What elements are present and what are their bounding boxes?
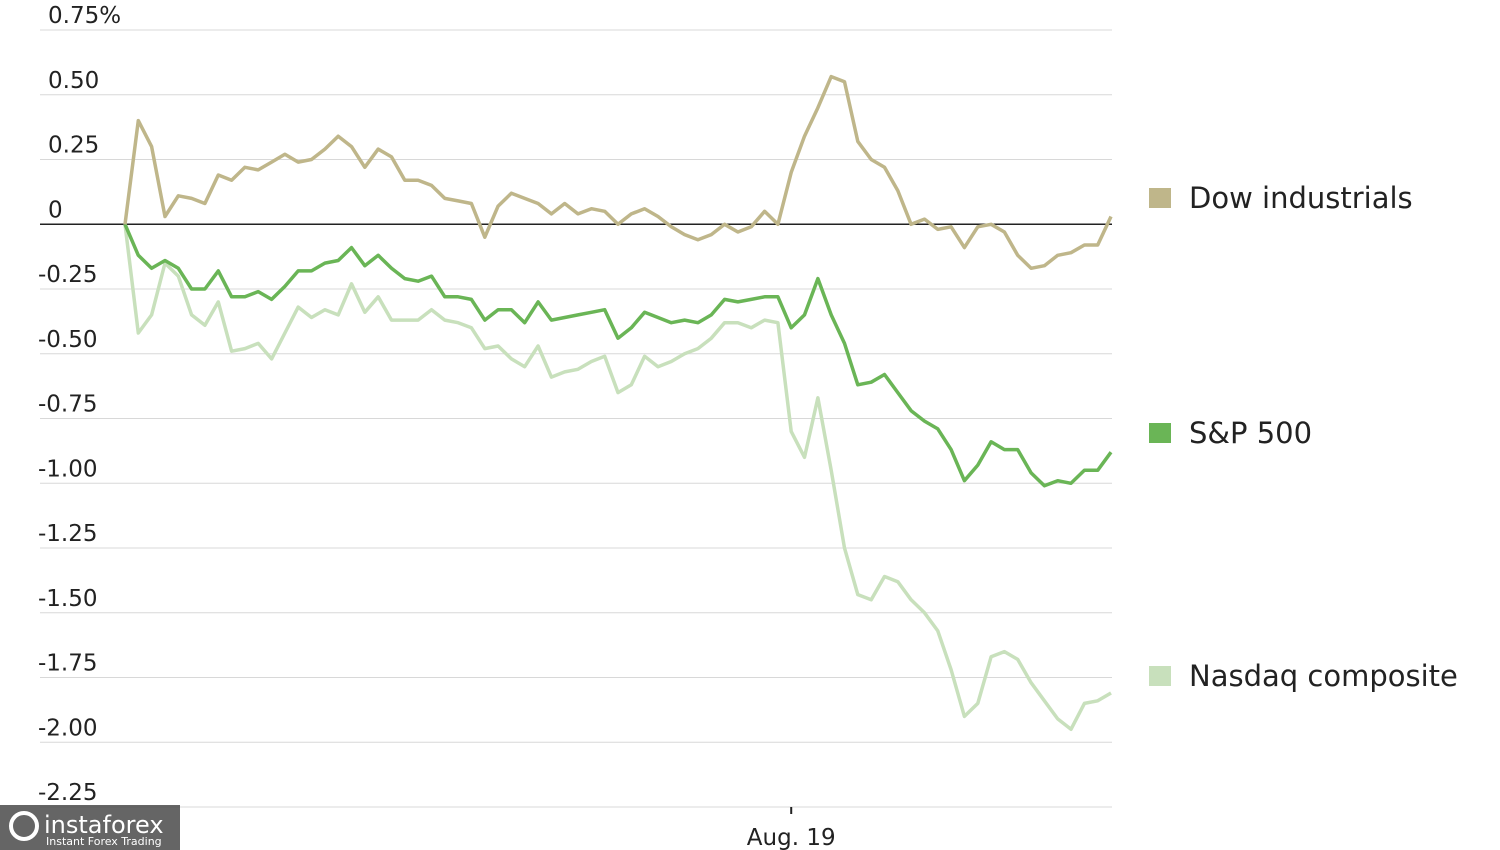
legend-label: Dow industrials — [1189, 181, 1413, 215]
series-line — [123, 74, 1113, 271]
y-tick-label: -0.75 — [38, 392, 98, 418]
series-line — [123, 223, 1113, 488]
legend-swatch — [1149, 423, 1171, 443]
series-line — [123, 224, 1112, 732]
legend-label: Nasdaq composite — [1189, 659, 1458, 693]
y-tick-label: 0 — [48, 197, 63, 223]
y-tick-label: -0.50 — [38, 327, 98, 353]
y-tick-label: 0.25 — [48, 133, 99, 159]
y-tick-label: -2.25 — [38, 780, 98, 806]
watermark-brand: instaforex — [44, 811, 164, 839]
legend-swatch — [1149, 188, 1171, 208]
x-tick-label: Aug. 19 — [747, 825, 836, 850]
y-tick-label: 0.50 — [48, 68, 99, 94]
y-tick-label: -0.25 — [38, 262, 98, 288]
y-tick-label: -1.00 — [38, 456, 98, 482]
legend-label: S&P 500 — [1189, 416, 1312, 450]
y-tick-label: -1.75 — [38, 651, 98, 677]
y-tick-label: -1.50 — [38, 586, 98, 612]
watermark-tagline: Instant Forex Trading — [46, 835, 162, 848]
watermark: instaforex Instant Forex Trading — [0, 805, 180, 850]
y-tick-label: 0.75% — [48, 3, 121, 29]
y-tick-label: -2.00 — [38, 715, 98, 741]
y-tick-label: -1.25 — [38, 521, 98, 547]
watermark-logo — [9, 811, 39, 841]
legend-swatch — [1149, 666, 1171, 686]
